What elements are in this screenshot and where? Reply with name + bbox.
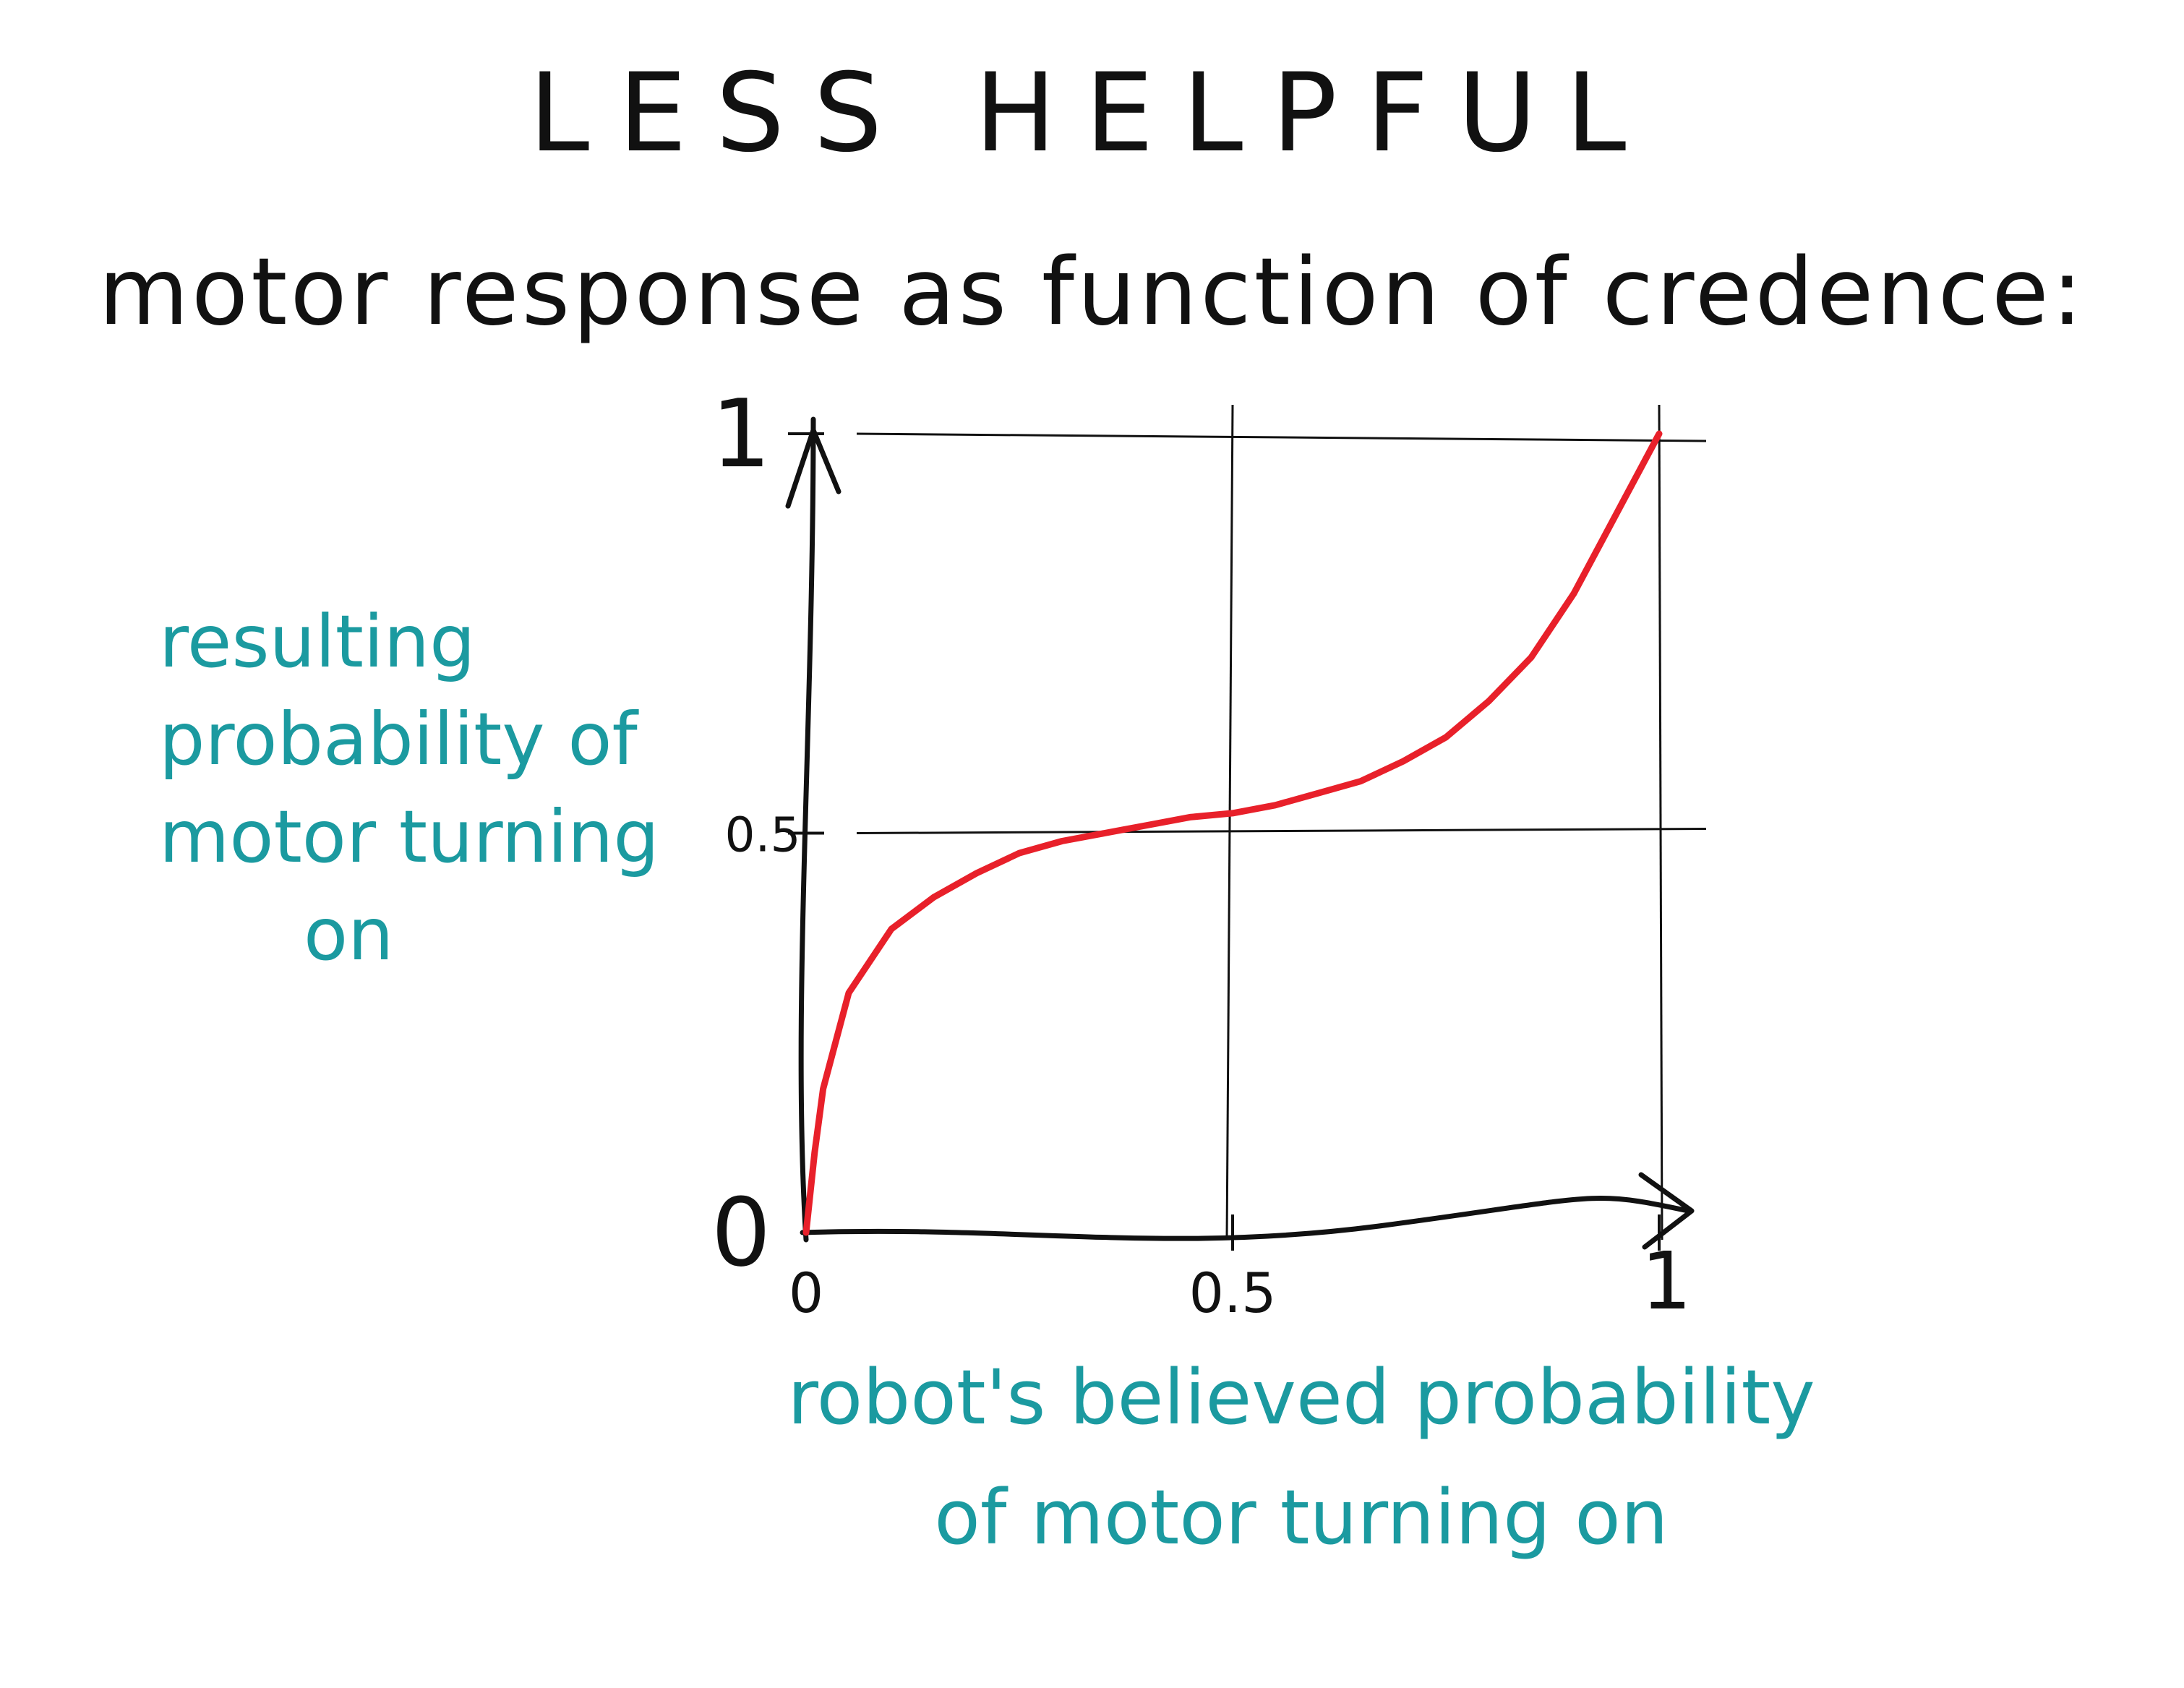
- y-axis-label-line-1: resulting: [159, 599, 476, 684]
- chart-subtitle: motor response as function of credence:: [98, 239, 2086, 346]
- y-axis-line: [798, 416, 816, 1243]
- series-line-0: [802, 430, 1663, 1236]
- y-tick-label-1: 0.5: [725, 807, 801, 863]
- x-tick-label-2: 1: [1641, 1235, 1692, 1327]
- grid-line-x-0.5: [1225, 404, 1234, 1241]
- y-axis-label-line-4: on: [304, 892, 394, 977]
- y-axis-label: resulting probability of motor turning o…: [159, 593, 781, 983]
- x-axis-label-line-1: robot's believed probability: [787, 1353, 1815, 1441]
- chart-title: LESS HELPFUL: [528, 51, 1656, 176]
- axes: [785, 416, 1695, 1251]
- curve-layer: [802, 430, 1663, 1236]
- y-axis-label-line-2: probability of: [159, 697, 638, 781]
- x-axis-line: [800, 1196, 1691, 1241]
- x-axis-label: robot's believed probability of motor tu…: [759, 1337, 1843, 1578]
- y-axis-arrowhead: [785, 427, 842, 509]
- x-tick-label-0: 0: [789, 1261, 823, 1325]
- grid: [856, 404, 1707, 1241]
- y-axis-label-line-3: motor turning: [159, 794, 659, 879]
- y-tick-label-0: 0: [711, 1178, 771, 1288]
- y-tick-label-2: 1: [711, 379, 771, 489]
- grid-line-y-0.5: [856, 828, 1707, 834]
- grid-line-y-1: [856, 432, 1707, 442]
- x-tick-label-1: 0.5: [1189, 1261, 1277, 1325]
- grid-line-x-1: [1658, 404, 1663, 1241]
- tick-labels: 0 0.5 1 0 0.5 1: [711, 379, 1692, 1327]
- x-axis-label-line-2: of motor turning on: [934, 1473, 1669, 1562]
